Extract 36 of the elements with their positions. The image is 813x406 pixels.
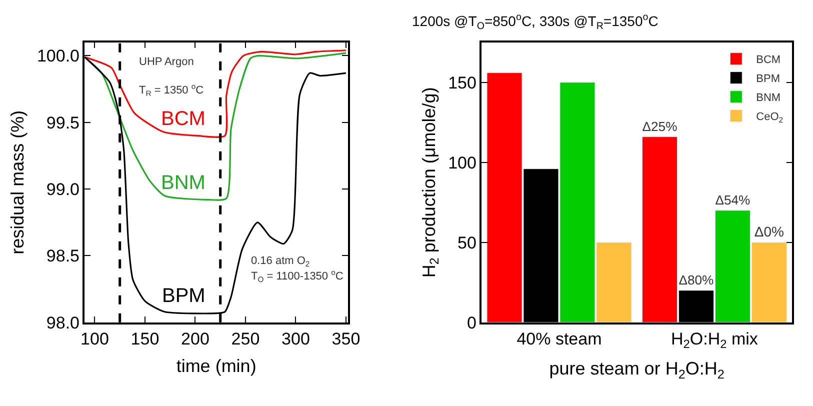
series-label: BNM (161, 172, 206, 194)
y-tick-label: 98.5 (46, 246, 80, 266)
x-axis-title: time (min) (176, 356, 256, 376)
legend-label: BNM (756, 92, 781, 104)
x-tick-label: H$_{2}$O:H$_{2}$ mix (670, 330, 758, 352)
x-tick-label: 250 (231, 330, 260, 349)
x-tick-label: 350 (332, 330, 360, 349)
annotation: 0.16 atm O$_{2}$ (251, 255, 310, 268)
y-tick-label: 0 (466, 313, 476, 332)
x-tick-label: 40% steam (516, 330, 602, 349)
y-tick-label: 100.0 (36, 46, 80, 66)
y-tick-label: 50 (458, 233, 476, 252)
y-tick-label: 98.0 (46, 313, 80, 332)
x-tick-label: 200 (181, 330, 210, 349)
data-label: Δ80% (678, 272, 714, 288)
legend-label: BPM (756, 73, 780, 86)
y-tick-label: 100 (448, 153, 476, 172)
x-tick-label: 300 (282, 330, 310, 349)
series-label: BCM (161, 108, 206, 130)
data-label: Δ25% (642, 118, 678, 134)
series-label: BPM (162, 285, 206, 307)
annotation: T$_{O}$ = 1100-1350 $^{o}$C (251, 268, 344, 284)
x-tick-label: 100 (80, 330, 109, 349)
x-axis-title: pure steam or H$_{2}$O:H$_{2}$ (549, 358, 724, 382)
legend-label: CeO$_{2}$ (756, 111, 784, 124)
x-tick-label: 150 (130, 330, 160, 349)
annotation: UHP Argon (139, 56, 194, 68)
chart-title: 1200s @T$_{O}$=850$^{o}$C, 330s @T$_{R}$=1350$^{o}$C (412, 12, 658, 32)
y-tick-label: 150 (448, 73, 476, 92)
y-axis-title: residual mass (%) (8, 110, 28, 254)
legend-label: BCM (756, 54, 781, 66)
data-label: Δ54% (715, 192, 751, 208)
annotation: T$_{R}$ = 1350 $^{o}$C (139, 82, 204, 98)
y-tick-label: 99.0 (46, 180, 80, 200)
y-tick-label: 99.5 (46, 113, 80, 132)
data-label: Δ0% (754, 223, 784, 240)
